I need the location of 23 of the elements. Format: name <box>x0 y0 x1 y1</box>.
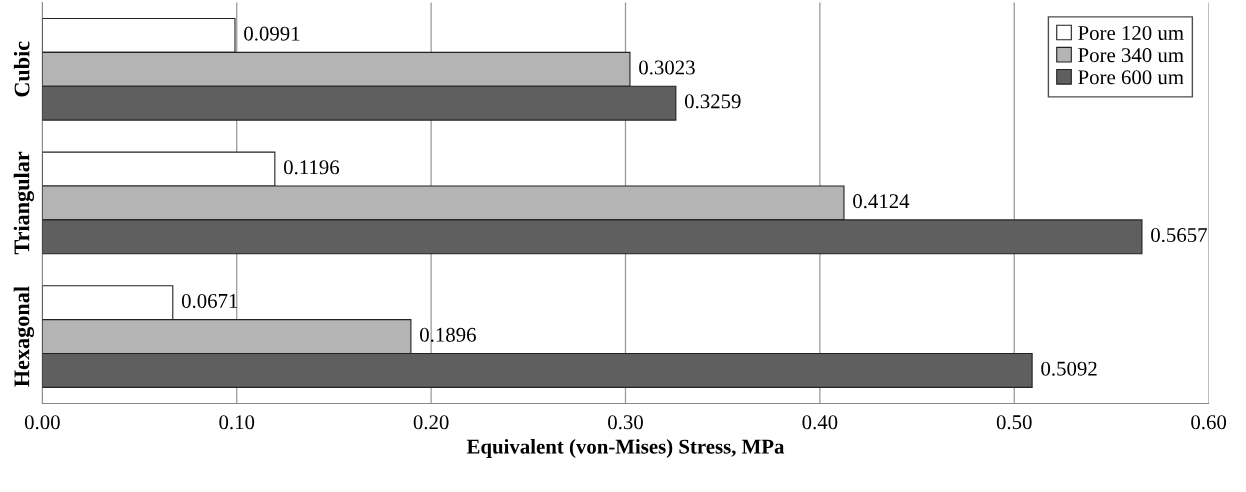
x-tick-label: 0.40 <box>802 415 838 430</box>
data-label: 0.5657 <box>1151 227 1207 243</box>
x-tick-label: 0.50 <box>996 415 1032 430</box>
x-tick-label: 0.30 <box>608 415 643 430</box>
y-tick-label: Triangular <box>13 151 35 255</box>
data-label: 0.4124 <box>853 194 910 209</box>
data-label: 0.0671 <box>181 293 238 309</box>
legend-label: Pore 600 um <box>1078 70 1184 85</box>
data-label: 0.0991 <box>244 26 300 41</box>
data-label: 0.1196 <box>283 160 340 175</box>
x-tick-label: 0.20 <box>413 415 449 430</box>
data-label: 0.5092 <box>1041 361 1097 376</box>
data-label: 0.1896 <box>420 327 476 342</box>
legend-label: Pore 120 um <box>1078 25 1184 41</box>
x-axis-title: Equivalent (von-Mises) Stress, MPa <box>466 439 785 458</box>
y-tick-label: Hexagonal <box>13 286 35 387</box>
y-tick-label: Cubic <box>13 41 30 97</box>
x-tick-label: 0.60 <box>1191 415 1227 430</box>
data-label: 0.3023 <box>639 60 695 75</box>
x-tick-label: 0.10 <box>219 415 255 430</box>
legend-label: Pore 340 um <box>1078 48 1184 63</box>
x-tick-label: 0.00 <box>24 415 60 430</box>
data-label: 0.3259 <box>684 94 741 109</box>
